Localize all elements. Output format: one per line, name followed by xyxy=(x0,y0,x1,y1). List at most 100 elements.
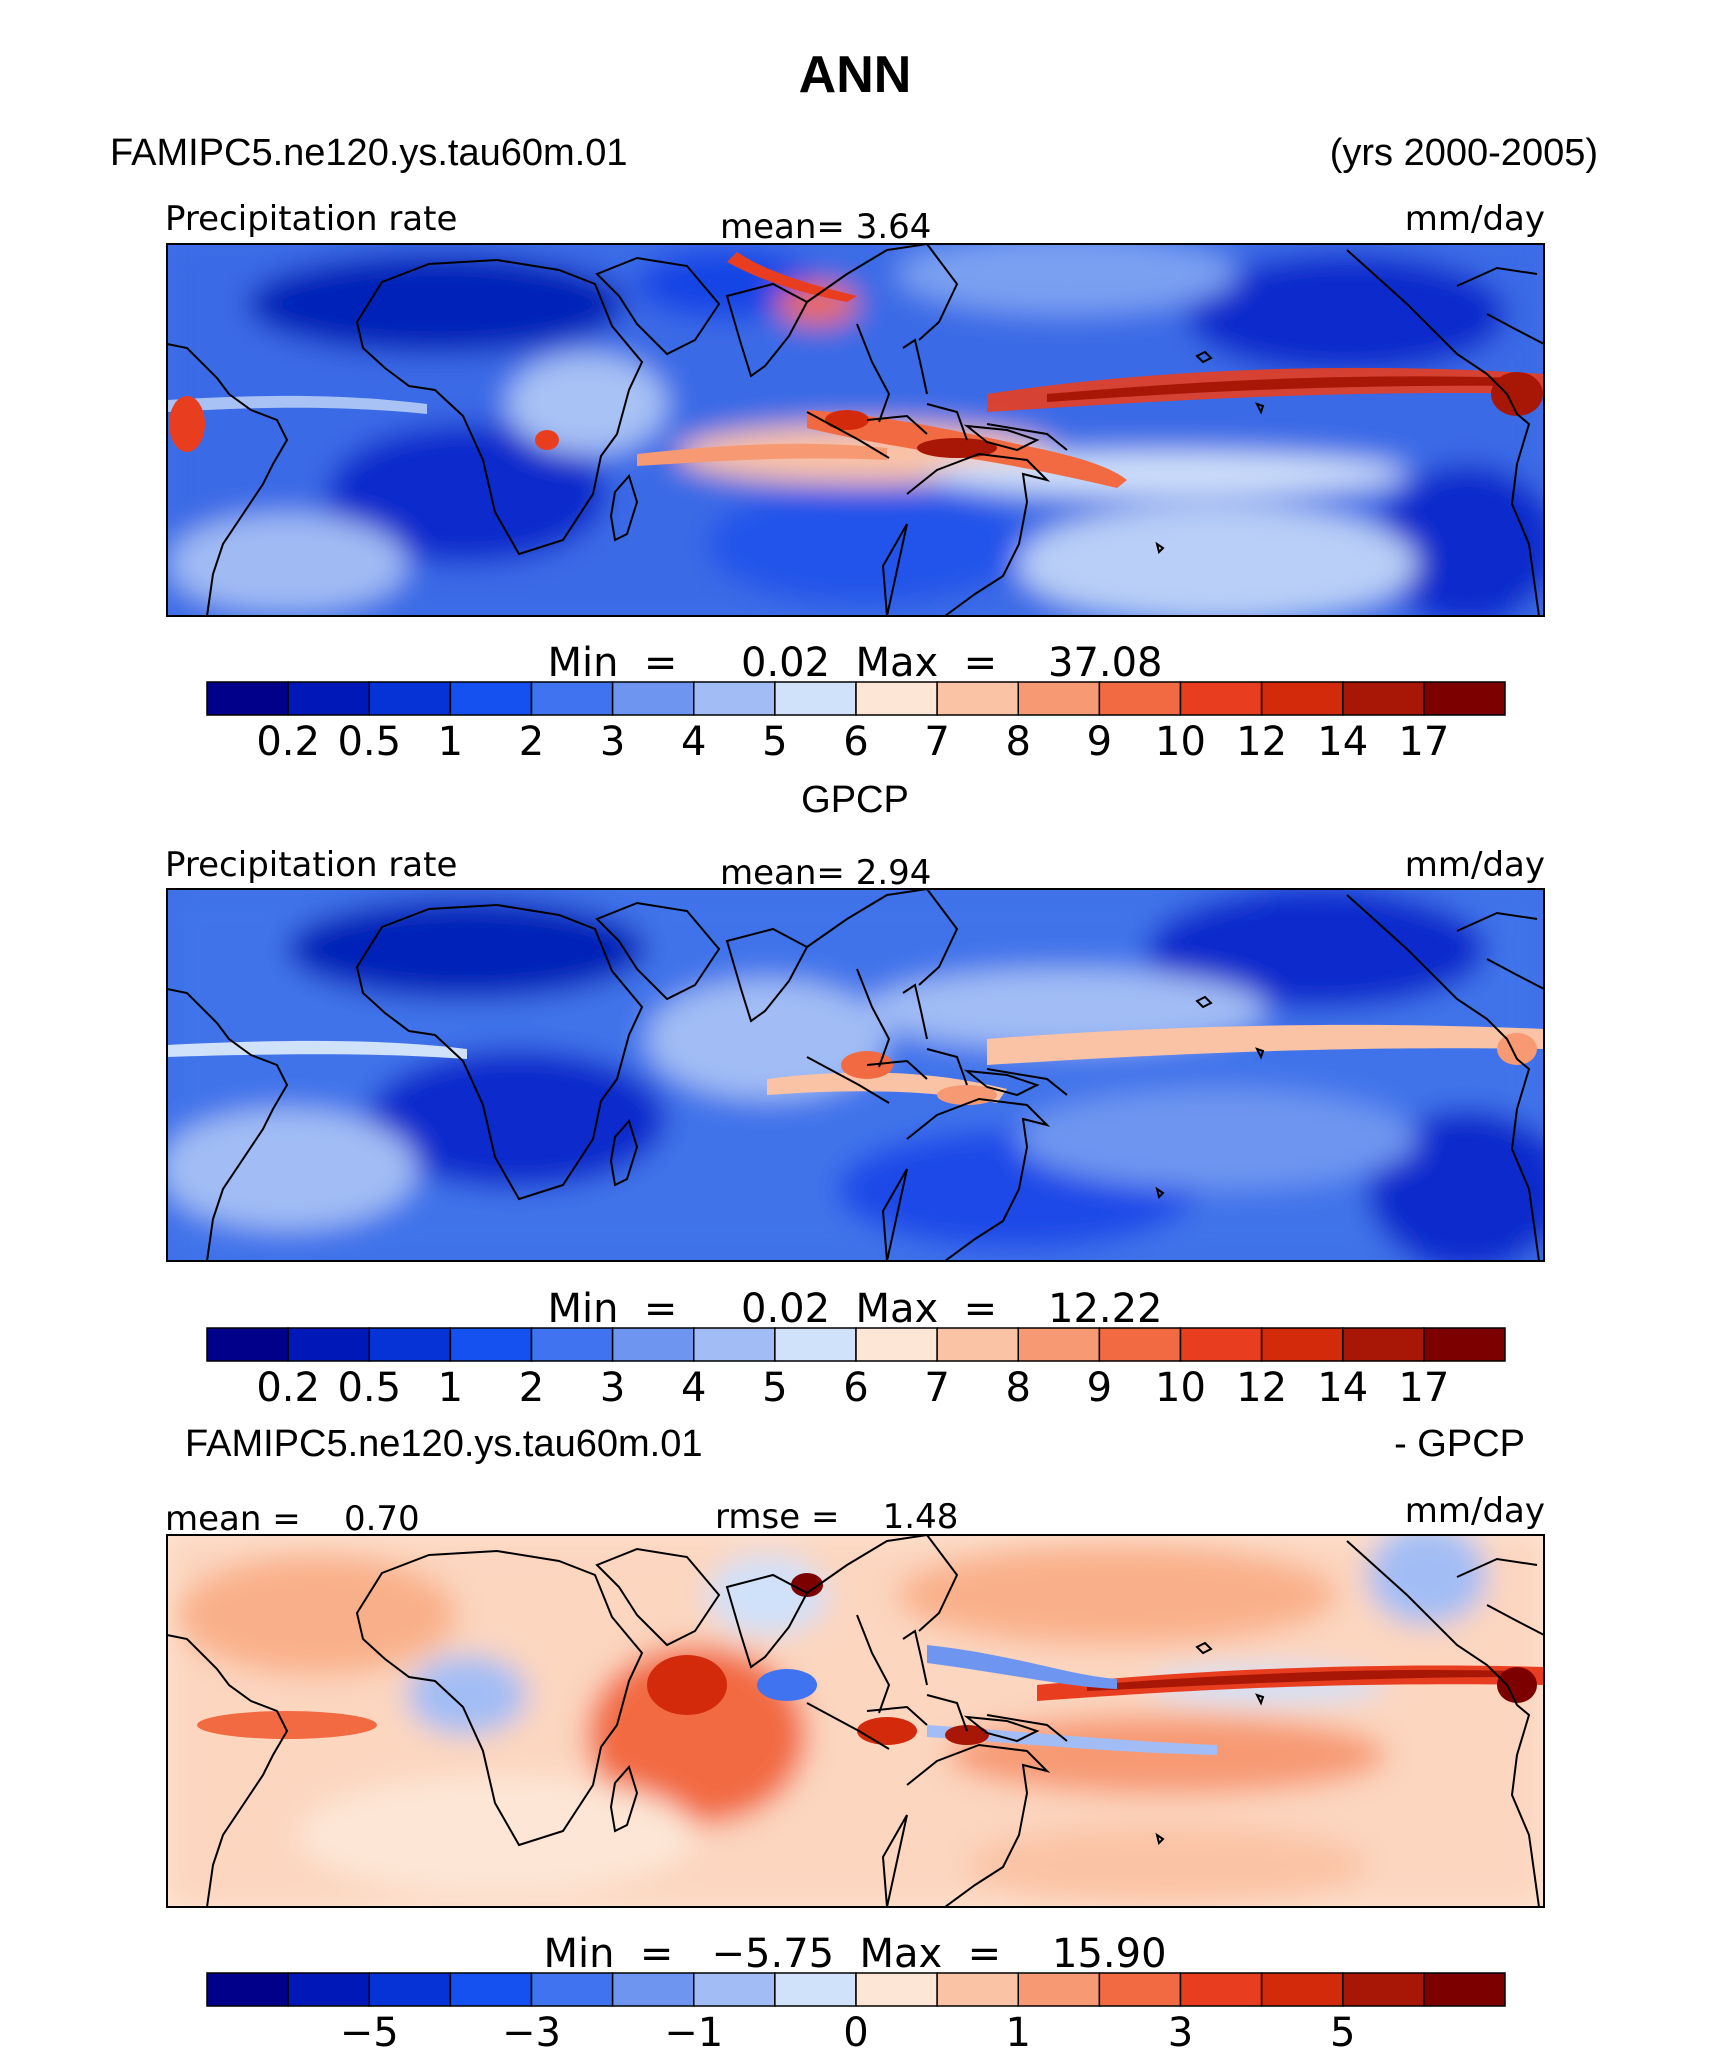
panel2-minmax: Min = 0.02 Max = 12.22 xyxy=(548,1286,1163,1332)
colorbar-2-swatch xyxy=(1098,1327,1182,1362)
panel2-variable-label: Precipitation rate xyxy=(165,845,457,885)
colorbar-2-swatch xyxy=(1423,1327,1506,1362)
colorbar-2-swatch xyxy=(206,1327,289,1362)
colorbar-2-swatch xyxy=(449,1327,533,1362)
colorbar-2-tick-label: 17 xyxy=(1398,1365,1449,1411)
colorbar-1-tick-label: 3 xyxy=(600,719,625,765)
colorbar-3-swatch xyxy=(1260,1972,1344,2007)
colorbar-2-swatch xyxy=(693,1327,776,1362)
colorbar-3-tick-label: −3 xyxy=(502,2010,561,2056)
colorbar-3-tick-label: −5 xyxy=(340,2010,399,2056)
colorbar-2-tick-label: 12 xyxy=(1236,1365,1287,1411)
panel1-mean-label: mean= 3.64 xyxy=(720,207,931,247)
colorbar-2-tick-label: 8 xyxy=(1006,1365,1031,1411)
colorbar-3-tick-label: 5 xyxy=(1330,2010,1355,2056)
colorbar-3-tick-label: −1 xyxy=(664,2010,723,2056)
panel1-minmax: Min = 0.02 Max = 37.08 xyxy=(548,640,1163,686)
colorbar-2-tick-label: 6 xyxy=(843,1365,868,1411)
figure-title: ANN xyxy=(799,46,912,104)
colorbar-1-tick-label: 12 xyxy=(1236,719,1287,765)
colorbar-1-tick-label: 6 xyxy=(843,719,868,765)
panel2-map xyxy=(167,889,1544,1261)
colorbar-1-swatch xyxy=(855,681,938,716)
colorbar-1-tick-label: 14 xyxy=(1317,719,1368,765)
colorbar-2-tick-label: 14 xyxy=(1317,1365,1368,1411)
colorbar-1-swatch xyxy=(1423,681,1506,716)
colorbar-3-swatch xyxy=(206,1972,289,2007)
colorbar-1: 0.2 0.5 1 2 3 4 5 6 7 8 9 10 12 14 17 xyxy=(206,681,1506,765)
panel1-map xyxy=(167,244,1544,616)
colorbar-1-swatch xyxy=(611,681,695,716)
colorbar-3-swatch xyxy=(368,1972,452,2007)
colorbar-2-tick-label: 2 xyxy=(519,1365,544,1411)
colorbar-3: −5 −3 −1 0 1 3 5 xyxy=(206,1972,1506,2056)
colorbar-2-tick-label: 9 xyxy=(1087,1365,1112,1411)
colorbar-2-swatch xyxy=(611,1327,695,1362)
colorbar-2-swatch xyxy=(1260,1327,1344,1362)
colorbar-1-swatch xyxy=(206,681,289,716)
colorbar-2-swatch xyxy=(1179,1327,1263,1362)
panel3-mean-label: mean = 0.70 xyxy=(165,1499,420,1539)
colorbar-1-tick-label: 5 xyxy=(762,719,787,765)
colorbar-3-swatch xyxy=(1342,1972,1425,2007)
colorbar-1-tick-label: 2 xyxy=(519,719,544,765)
colorbar-3-swatch xyxy=(936,1972,1019,2007)
colorbar-3-swatch xyxy=(1098,1972,1182,2007)
colorbar-1-swatch xyxy=(1260,681,1344,716)
colorbar-1-tick-label: 1 xyxy=(438,719,463,765)
colorbar-1-tick-label: 7 xyxy=(924,719,949,765)
colorbar-1-tick-label: 10 xyxy=(1155,719,1206,765)
colorbar-1-swatch xyxy=(774,681,857,716)
colorbar-1-swatch xyxy=(287,681,370,716)
colorbar-3-swatch xyxy=(1179,1972,1263,2007)
colorbar-3-swatch xyxy=(1423,1972,1506,2007)
colorbar-2-tick-label: 4 xyxy=(681,1365,706,1411)
colorbar-2-tick-label: 0.2 xyxy=(256,1365,320,1411)
colorbar-1-tick-label: 4 xyxy=(681,719,706,765)
colorbar-3-swatch xyxy=(449,1972,533,2007)
colorbar-1-swatch xyxy=(530,681,614,716)
colorbar-1-tick-label: 8 xyxy=(1006,719,1031,765)
panel3-title-left: FAMIPC5.ne120.ys.tau60m.01 xyxy=(185,1423,703,1465)
panel3-frame xyxy=(166,1534,1545,1908)
colorbar-1-tick-label: 0.2 xyxy=(256,719,320,765)
panel3-map xyxy=(167,1535,1544,1907)
panel3-units-label: mm/day xyxy=(1405,1491,1545,1531)
colorbar-2-tick-label: 5 xyxy=(762,1365,787,1411)
colorbar-2-swatch xyxy=(1017,1327,1101,1362)
case-name: FAMIPC5.ne120.ys.tau60m.01 xyxy=(110,132,628,174)
colorbar-2-swatch xyxy=(855,1327,938,1362)
colorbar-3-swatch xyxy=(611,1972,695,2007)
colorbar-1-swatch xyxy=(1179,681,1263,716)
panel2-title: GPCP xyxy=(801,779,909,821)
colorbar-1-swatch xyxy=(693,681,776,716)
colorbar-3-swatch xyxy=(530,1972,614,2007)
colorbar-1-swatch xyxy=(449,681,533,716)
colorbar-3-swatch xyxy=(855,1972,938,2007)
colorbar-3-tick-label: 3 xyxy=(1168,2010,1193,2056)
colorbar-2-tick-label: 10 xyxy=(1155,1365,1206,1411)
panel3-rmse-label: rmse = 1.48 xyxy=(715,1497,958,1537)
colorbar-1-tick-label: 0.5 xyxy=(337,719,401,765)
colorbar-3-tick-label: 1 xyxy=(1006,2010,1031,2056)
colorbar-2-tick-label: 7 xyxy=(924,1365,949,1411)
colorbar-2-swatch xyxy=(774,1327,857,1362)
colorbar-2-swatch xyxy=(287,1327,370,1362)
colorbar-2-swatch xyxy=(1342,1327,1425,1362)
colorbar-1-swatch xyxy=(936,681,1019,716)
colorbar-3-swatch xyxy=(774,1972,857,2007)
colorbar-1-swatch xyxy=(1342,681,1425,716)
colorbar-1-swatch xyxy=(1098,681,1182,716)
colorbar-2-swatch xyxy=(530,1327,614,1362)
colorbar-3-swatch xyxy=(1017,1972,1101,2007)
panel2-units-label: mm/day xyxy=(1405,845,1545,885)
colorbar-1-swatch xyxy=(368,681,452,716)
panel3-title-right: - GPCP xyxy=(1394,1423,1525,1465)
colorbar-2: 0.2 0.5 1 2 3 4 5 6 7 8 9 10 12 14 17 xyxy=(206,1327,1506,1411)
panel1-variable-label: Precipitation rate xyxy=(165,199,457,239)
years-label: (yrs 2000-2005) xyxy=(1330,132,1598,174)
colorbar-1-tick-label: 17 xyxy=(1398,719,1449,765)
colorbar-2-tick-label: 0.5 xyxy=(337,1365,401,1411)
colorbar-3-swatch xyxy=(693,1972,776,2007)
